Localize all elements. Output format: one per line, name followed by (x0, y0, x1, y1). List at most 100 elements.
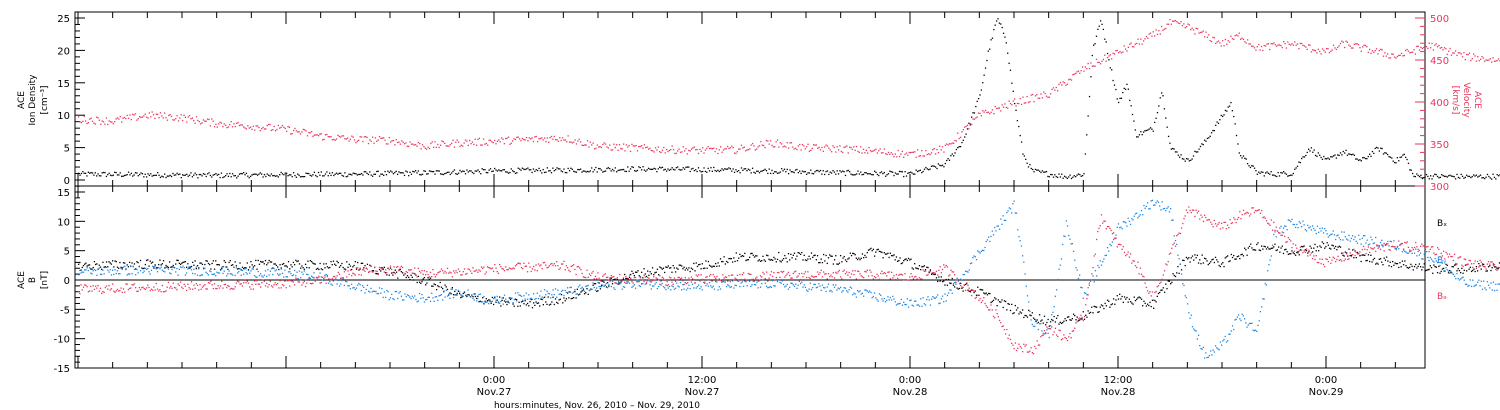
velocity-point (1346, 41, 1349, 43)
bx-point (725, 260, 728, 263)
x-tick-date: Nov.29 (1309, 387, 1344, 398)
velocity-point (689, 150, 691, 152)
velocity-point (337, 134, 339, 136)
ion-density-point (408, 174, 410, 177)
velocity-point (316, 134, 318, 136)
velocity-point (1215, 42, 1217, 45)
velocity-point (320, 133, 322, 135)
bx-point (428, 278, 430, 281)
velocity-point (964, 126, 966, 128)
velocity-point (403, 143, 406, 145)
bx-point (859, 259, 861, 261)
ion-density-point (638, 166, 640, 168)
velocity-point (599, 145, 601, 148)
bx-point (843, 255, 845, 258)
bx-point (1071, 317, 1074, 320)
ion-density-point (649, 168, 651, 170)
ion-density-point (403, 174, 406, 177)
velocity-point (613, 143, 615, 145)
velocity-point (194, 122, 196, 124)
bx-point (831, 255, 833, 257)
bx-point (522, 300, 524, 302)
velocity-point (1418, 49, 1421, 51)
velocity-point (86, 122, 88, 125)
bx-point (1245, 249, 1247, 251)
bx-point (946, 284, 949, 286)
ion-density-point (776, 172, 779, 174)
velocity-point (968, 128, 970, 130)
bx-point (906, 259, 909, 262)
bx-point (1062, 321, 1064, 324)
velocity-point (940, 149, 942, 151)
ion-density-point (738, 169, 740, 172)
ion-density-point (883, 171, 885, 174)
ion-density-point (478, 171, 481, 173)
velocity-point (670, 148, 672, 151)
bx-point (1252, 249, 1254, 251)
ion-density-point (466, 169, 468, 171)
ion-density-point (184, 174, 187, 176)
ion-density-point (1242, 155, 1245, 157)
velocity-point (108, 120, 110, 122)
bx-point (1083, 318, 1086, 320)
ion-density-point (1438, 177, 1440, 179)
ion-density-point (1115, 88, 1117, 91)
velocity-point (778, 146, 780, 148)
bx-point (659, 266, 661, 268)
velocity-point (1288, 43, 1290, 45)
ion-density-point (1411, 172, 1414, 175)
velocity-point (1367, 51, 1369, 54)
velocity-point (1012, 100, 1014, 102)
bx-point (650, 273, 652, 275)
ion-density-point (890, 171, 892, 173)
bx-point (159, 259, 161, 261)
velocity-point (385, 143, 388, 145)
velocity-point (743, 146, 745, 148)
ion-density-point (1366, 158, 1368, 160)
bx-point (1436, 271, 1439, 274)
velocity-point (270, 129, 273, 131)
velocity-point (1364, 44, 1367, 47)
bx-point (819, 261, 821, 264)
ion-density-point (926, 168, 928, 170)
velocity-point (168, 114, 170, 117)
bx-point (687, 269, 689, 271)
velocity-point (150, 116, 152, 118)
ion-density-point (94, 172, 96, 174)
bx-point (674, 271, 677, 273)
bx-point (1053, 315, 1055, 318)
ion-density-point (1303, 156, 1306, 158)
bx-point (545, 301, 547, 303)
velocity-point (335, 138, 338, 140)
bx-point (393, 271, 395, 274)
bx-point (869, 248, 871, 251)
velocity-point (413, 144, 415, 146)
bx-point (529, 301, 531, 303)
velocity-point (111, 121, 113, 123)
bx-point (967, 289, 969, 291)
ion-density-point (1015, 109, 1017, 112)
ion-density-point (1093, 44, 1095, 46)
bx-point (1411, 265, 1413, 267)
bx-point (884, 253, 887, 255)
velocity-point (915, 156, 917, 158)
bx-point (200, 262, 202, 264)
bx-point (1217, 261, 1219, 263)
velocity-point (1266, 43, 1268, 45)
bx-point (96, 263, 98, 265)
ion-density-point (446, 171, 449, 174)
ion-density-point (707, 167, 709, 170)
velocity-point (995, 107, 998, 110)
velocity-point (205, 120, 207, 122)
bx-point (199, 262, 201, 264)
bx-point (1475, 265, 1478, 268)
velocity-point (366, 136, 368, 139)
bx-point (410, 274, 412, 276)
bx-point (1214, 256, 1217, 259)
bx-point (540, 298, 542, 300)
bx-point (997, 299, 1000, 301)
bx-point (719, 258, 722, 260)
velocity-point (790, 142, 793, 144)
ion-density-point (1191, 158, 1193, 160)
velocity-point (173, 119, 175, 121)
